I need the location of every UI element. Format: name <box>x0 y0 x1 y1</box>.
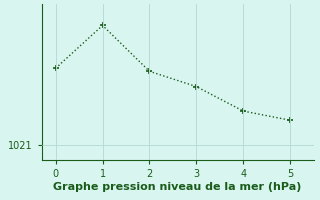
X-axis label: Graphe pression niveau de la mer (hPa): Graphe pression niveau de la mer (hPa) <box>53 182 302 192</box>
